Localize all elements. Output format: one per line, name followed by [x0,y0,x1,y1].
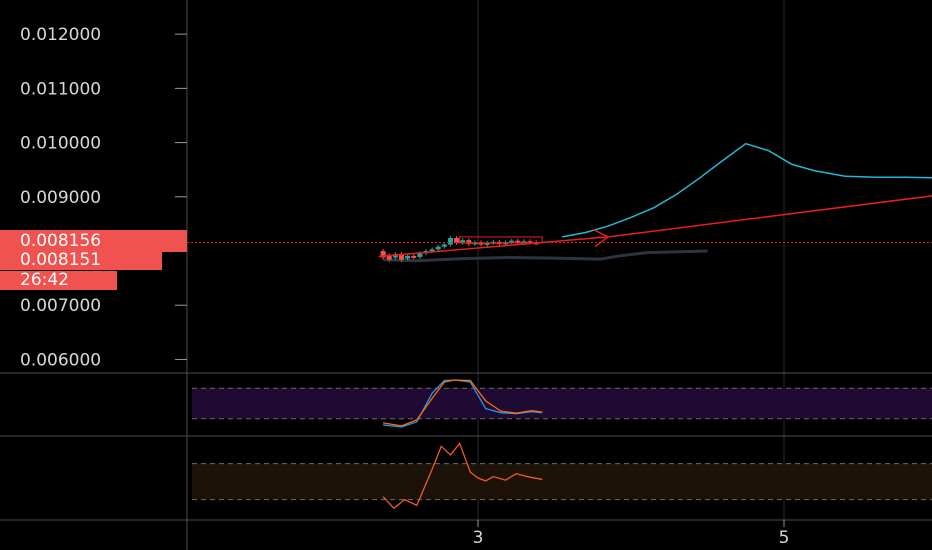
range-box [459,236,543,244]
price-series [380,142,932,263]
candle-body [460,240,466,243]
oscillator-pane-1 [192,379,932,428]
candle-body [527,241,533,244]
candle-body [447,238,453,245]
annotations [187,195,932,258]
last-price-badge: 0.008156 [0,230,187,252]
candle-body [392,254,398,258]
candle-body [411,255,417,258]
candle-body [429,249,435,252]
secondary-price-badge: 0.008151 [0,250,162,270]
candle-body [509,240,515,243]
price-tick-label: 0.007000 [20,296,101,316]
oscillator-pane-2 [192,442,932,510]
trend-arrow [378,236,609,258]
volume-profile-line [383,249,708,263]
candle-body [454,238,460,243]
candle-body [435,246,441,250]
countdown-badge: 26:42 [0,271,117,290]
candle-body [417,253,423,257]
price-tick-label: 0.009000 [20,188,101,208]
oscillator-band [192,388,932,419]
projection-line [562,142,932,238]
candle-body [380,251,386,258]
candle-body [399,254,404,260]
time-tick-label: 5 [779,528,790,548]
oscillator-band [192,463,932,500]
trend-arrow [607,195,932,238]
price-tick-label: 0.011000 [20,79,101,99]
oscillator-line [382,442,543,510]
price-tick-label: 0.010000 [20,134,101,154]
candle-body [478,242,484,245]
grid-lines [477,0,785,520]
oscillator-line [383,379,543,427]
candle-body [386,255,392,260]
candle-body [484,242,490,245]
candle-body [405,255,411,259]
candle-body [441,244,447,247]
price-tick-label: 0.012000 [20,25,101,45]
candle-body [515,240,521,243]
time-tick-label: 3 [473,528,484,548]
price-tick-label: 0.006000 [20,350,101,370]
